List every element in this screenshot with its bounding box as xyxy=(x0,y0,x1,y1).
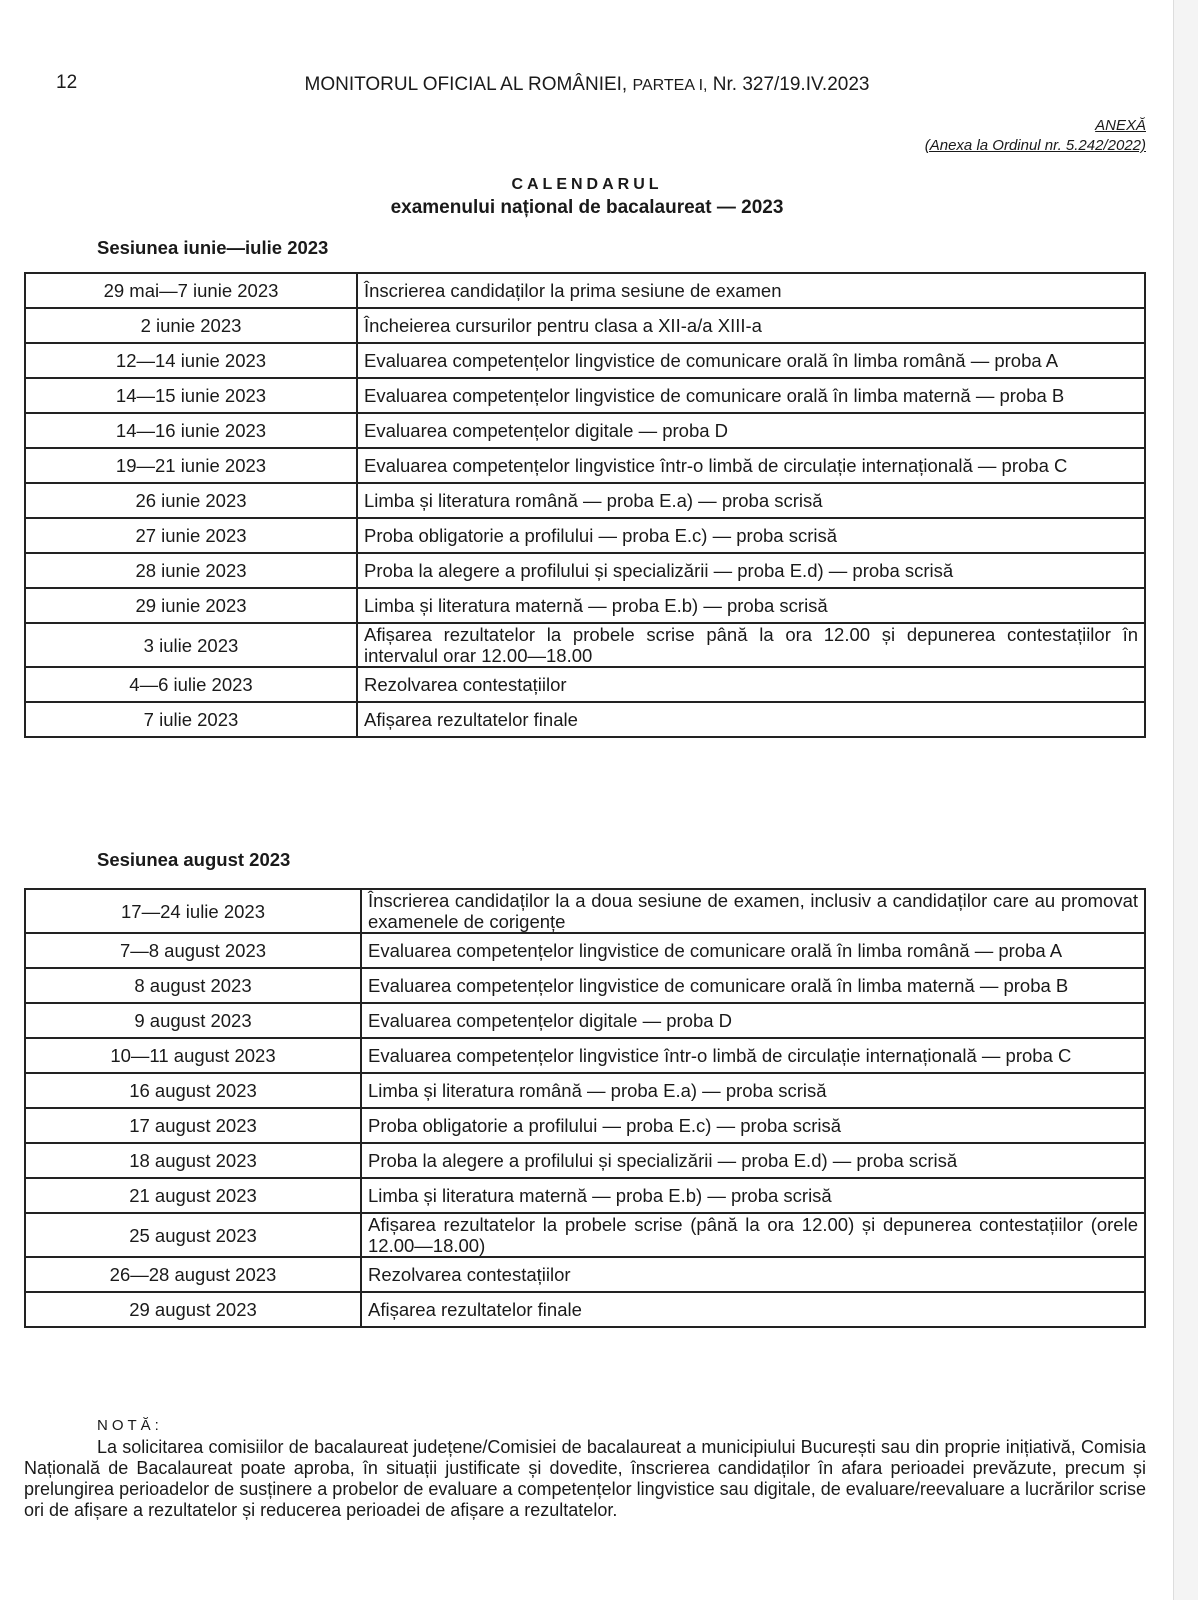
date-cell: 19—21 iunie 2023 xyxy=(24,447,358,484)
event-cell: Limba și literatura maternă — proba E.b)… xyxy=(360,1177,1146,1214)
event-cell: Afișarea rezultatelor la probele scrise … xyxy=(356,622,1146,668)
page-number: 12 xyxy=(56,72,78,93)
event-cell: Afișarea rezultatelor la probele scrise … xyxy=(360,1212,1146,1258)
date-cell: 12—14 iunie 2023 xyxy=(24,342,358,379)
event-cell: Evaluarea competențelor lingvistice de c… xyxy=(356,377,1146,414)
table-row: 2 iunie 2023 Încheierea cursurilor pentru… xyxy=(24,307,1146,344)
table-row: 27 iunie 2023 Proba obligatorie a profilu… xyxy=(24,517,1146,554)
date-cell: 14—15 iunie 2023 xyxy=(24,377,358,414)
date-cell: 14—16 iunie 2023 xyxy=(24,412,358,449)
table-row: 21 august 2023 Limba și literatura matern… xyxy=(24,1177,1146,1214)
event-cell: Afișarea rezultatelor finale xyxy=(356,701,1146,738)
date-cell: 29 mai—7 iunie 2023 xyxy=(24,272,358,309)
table-row: 7 iulie 2023 Afișarea rezultatelor finale xyxy=(24,701,1146,738)
table-row: 10—11 august 2023 Evaluarea competențelor… xyxy=(24,1037,1146,1074)
date-cell: 7—8 august 2023 xyxy=(24,932,362,969)
date-cell: 26 iunie 2023 xyxy=(24,482,358,519)
date-cell: 17 august 2023 xyxy=(24,1107,362,1144)
event-cell: Rezolvarea contestațiilor xyxy=(360,1256,1146,1293)
event-cell: Evaluarea competențelor lingvistice de c… xyxy=(360,932,1146,969)
event-cell: Evaluarea competențelor lingvistice într… xyxy=(356,447,1146,484)
event-cell: Evaluarea competențelor lingvistice într… xyxy=(360,1037,1146,1074)
date-cell: 10—11 august 2023 xyxy=(24,1037,362,1074)
event-cell: Limba și literatura maternă — proba E.b)… xyxy=(356,587,1146,624)
document-title: CALENDARUL xyxy=(511,176,663,193)
table-row: 29 iunie 2023 Limba și literatura maternă… xyxy=(24,587,1146,624)
date-cell: 18 august 2023 xyxy=(24,1142,362,1179)
event-cell: Evaluarea competențelor digitale — proba… xyxy=(356,412,1146,449)
table-row: 29 mai—7 iunie 2023 Înscrierea candidațil… xyxy=(24,272,1146,309)
date-cell: 27 iunie 2023 xyxy=(24,517,358,554)
date-cell: 25 august 2023 xyxy=(24,1212,362,1258)
table-row: 3 iulie 2023 Afișarea rezultatelor la pro… xyxy=(24,622,1146,668)
table-row: 17 august 2023 Proba obligatorie a profil… xyxy=(24,1107,1146,1144)
date-cell: 9 august 2023 xyxy=(24,1002,362,1039)
date-cell: 4—6 iulie 2023 xyxy=(24,666,358,703)
event-cell: Încheierea cursurilor pentru clasa a XII… xyxy=(356,307,1146,344)
date-cell: 28 iunie 2023 xyxy=(24,552,358,589)
annex-reference: (Anexa la Ordinul nr. 5.242/2022) xyxy=(924,137,1146,154)
page-edge xyxy=(1173,0,1198,1600)
event-cell: Proba la alegere a profilului și special… xyxy=(356,552,1146,589)
event-cell: Limba și literatura română — proba E.a) … xyxy=(360,1072,1146,1109)
table-row: 18 august 2023 Proba la alegere a profilu… xyxy=(24,1142,1146,1179)
event-cell: Înscrierea candidaților la prima sesiune… xyxy=(356,272,1146,309)
event-cell: Evaluarea competențelor lingvistice de c… xyxy=(356,342,1146,379)
date-cell: 2 iunie 2023 xyxy=(24,307,358,344)
table-row: 7—8 august 2023 Evaluarea competențelor l… xyxy=(24,932,1146,969)
calendar-table-august: 17—24 iulie 2023 Înscrierea candidaților … xyxy=(24,888,1146,1328)
running-header: MONITORUL OFICIAL AL ROMÂNIEI, PARTEA I,… xyxy=(0,74,1174,96)
event-cell: Evaluarea competențelor digitale — proba… xyxy=(360,1002,1146,1039)
publication-part: PARTEA I, xyxy=(632,77,708,94)
publication-issue: Nr. 327/19.IV.2023 xyxy=(712,74,870,95)
document-subtitle: examenului național de bacalaureat — 202… xyxy=(390,197,784,218)
event-cell: Evaluarea competențelor lingvistice de c… xyxy=(360,967,1146,1004)
event-cell: Rezolvarea contestațiilor xyxy=(356,666,1146,703)
table-row: 19—21 iunie 2023 Evaluarea competențelor … xyxy=(24,447,1146,484)
session-heading-1: Sesiunea iunie—iulie 2023 xyxy=(97,237,329,258)
annex-title: ANEXĂ xyxy=(1095,117,1146,134)
event-cell: Proba obligatorie a profilului — proba E… xyxy=(360,1107,1146,1144)
table-row: 16 august 2023 Limba și literatura română… xyxy=(24,1072,1146,1109)
note-heading: NOTĂ: xyxy=(97,1417,163,1434)
event-cell: Proba obligatorie a profilului — proba E… xyxy=(356,517,1146,554)
session-heading-2: Sesiunea august 2023 xyxy=(97,849,291,870)
table-row: 17—24 iulie 2023 Înscrierea candidaților … xyxy=(24,888,1146,934)
table-row: 14—16 iunie 2023 Evaluarea competențelor … xyxy=(24,412,1146,449)
calendar-table-june-july: 29 mai—7 iunie 2023 Înscrierea candidațil… xyxy=(24,272,1146,738)
date-cell: 7 iulie 2023 xyxy=(24,701,358,738)
date-cell: 29 iunie 2023 xyxy=(24,587,358,624)
date-cell: 17—24 iulie 2023 xyxy=(24,888,362,934)
event-cell: Proba la alegere a profilului și special… xyxy=(360,1142,1146,1179)
table-row: 9 august 2023 Evaluarea competențelor dig… xyxy=(24,1002,1146,1039)
table-row: 4—6 iulie 2023 Rezolvarea contestațiilor xyxy=(24,666,1146,703)
event-cell: Afișarea rezultatelor finale xyxy=(360,1291,1146,1328)
date-cell: 26—28 august 2023 xyxy=(24,1256,362,1293)
annex-label: ANEXĂ (Anexa la Ordinul nr. 5.242/2022) xyxy=(925,116,1146,156)
date-cell: 29 august 2023 xyxy=(24,1291,362,1328)
note-text: La solicitarea comisiilor de bacalaureat… xyxy=(24,1437,1146,1520)
table-row: 8 august 2023 Evaluarea competențelor lin… xyxy=(24,967,1146,1004)
event-cell: Limba și literatura română — proba E.a) … xyxy=(356,482,1146,519)
date-cell: 16 august 2023 xyxy=(24,1072,362,1109)
table-row: 26 iunie 2023 Limba și literatura română … xyxy=(24,482,1146,519)
table-row: 14—15 iunie 2023 Evaluarea competențelor … xyxy=(24,377,1146,414)
table-row: 29 august 2023 Afișarea rezultatelor fina… xyxy=(24,1291,1146,1328)
date-cell: 21 august 2023 xyxy=(24,1177,362,1214)
event-cell: Înscrierea candidaților la a doua sesiun… xyxy=(360,888,1146,934)
table-row: 26—28 august 2023 Rezolvarea contestațiil… xyxy=(24,1256,1146,1293)
table-row: 25 august 2023 Afișarea rezultatelor la p… xyxy=(24,1212,1146,1258)
publication-title: MONITORUL OFICIAL AL ROMÂNIEI, xyxy=(304,74,628,95)
date-cell: 3 iulie 2023 xyxy=(24,622,358,668)
date-cell: 8 august 2023 xyxy=(24,967,362,1004)
table-row: 12—14 iunie 2023 Evaluarea competențelor … xyxy=(24,342,1146,379)
table-row: 28 iunie 2023 Proba la alegere a profilul… xyxy=(24,552,1146,589)
